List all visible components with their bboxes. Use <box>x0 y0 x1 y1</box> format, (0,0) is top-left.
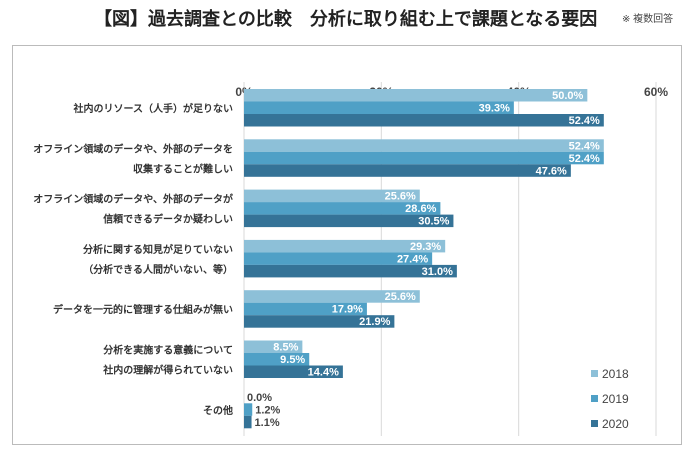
bar-2019 <box>244 202 441 215</box>
data-label: 0.0% <box>247 392 272 404</box>
chart-frame <box>12 45 682 445</box>
data-label: 8.5% <box>273 342 298 354</box>
data-label: 17.9% <box>332 304 363 316</box>
bar-2020 <box>244 264 457 278</box>
bar-2018 <box>244 139 604 152</box>
data-label: 50.0% <box>552 90 583 102</box>
legend-label: 2019 <box>602 392 629 406</box>
category-label: （分析できる人間がいない、等） <box>83 263 233 276</box>
bar-2018 <box>244 290 420 303</box>
data-label: 1.2% <box>255 404 280 416</box>
legend-swatch-2020 <box>591 420 598 427</box>
data-label: 52.4% <box>569 153 600 165</box>
x-tick-label: 60% <box>644 85 668 99</box>
bar-2020 <box>244 415 252 429</box>
bar-2020 <box>244 114 604 127</box>
bar-2019 <box>244 302 367 316</box>
bar-2019 <box>244 403 253 416</box>
data-label: 47.6% <box>536 165 567 177</box>
bar-2019 <box>244 151 604 165</box>
bar-2018 <box>244 239 446 253</box>
bar-2020 <box>244 315 395 328</box>
legend-swatch-2018 <box>591 370 598 377</box>
data-label: 52.4% <box>569 115 600 127</box>
data-label: 21.9% <box>359 316 390 328</box>
category-label: その他 <box>203 404 233 417</box>
data-label: 29.3% <box>410 241 441 253</box>
data-label: 25.6% <box>385 291 416 303</box>
bar-2018 <box>244 89 588 102</box>
category-label: オフライン領域のデータや、外部のデータを <box>33 142 233 155</box>
data-label: 9.5% <box>280 354 305 366</box>
bar-2019 <box>244 252 433 265</box>
category-label: 社内のリソース（人手）が足りない <box>73 102 234 115</box>
legend-swatch-2019 <box>591 395 598 402</box>
data-label: 31.0% <box>422 266 453 278</box>
bar-2020 <box>244 214 454 228</box>
bar-2020 <box>244 164 571 177</box>
data-label: 27.4% <box>397 253 428 265</box>
category-label: 信頼できるデータか疑わしい <box>103 213 233 226</box>
data-label: 25.6% <box>385 191 416 203</box>
category-label: 分析を実施する意義について <box>103 344 233 357</box>
data-label: 52.4% <box>569 140 600 152</box>
category-label: オフライン領域のデータや、外部のデータが <box>33 193 234 206</box>
bar-2018 <box>244 340 303 353</box>
chart-title: 【図】過去調査との比較 分析に取り組む上で課題となる要因 <box>94 9 598 29</box>
category-label: データを一元的に管理する仕組みが無い <box>53 303 233 316</box>
category-label: 分析に関する知見が足りていない <box>83 243 233 256</box>
data-label: 30.5% <box>418 216 449 228</box>
legend-label: 2018 <box>602 367 629 381</box>
bar-2019 <box>244 101 514 114</box>
bar-2020 <box>244 365 343 378</box>
category-label: 収集することが難しい <box>133 162 233 175</box>
category-label: 社内の理解が得られていない <box>102 364 233 377</box>
data-label: 1.1% <box>255 417 280 429</box>
bar-2018 <box>244 189 420 203</box>
multiple-answer-note: ※ 複数回答 <box>622 14 674 25</box>
bar-2019 <box>244 353 310 366</box>
data-label: 39.3% <box>479 103 510 115</box>
data-label: 14.4% <box>308 367 339 379</box>
data-label: 28.6% <box>405 203 436 215</box>
legend-label: 2020 <box>602 417 629 431</box>
